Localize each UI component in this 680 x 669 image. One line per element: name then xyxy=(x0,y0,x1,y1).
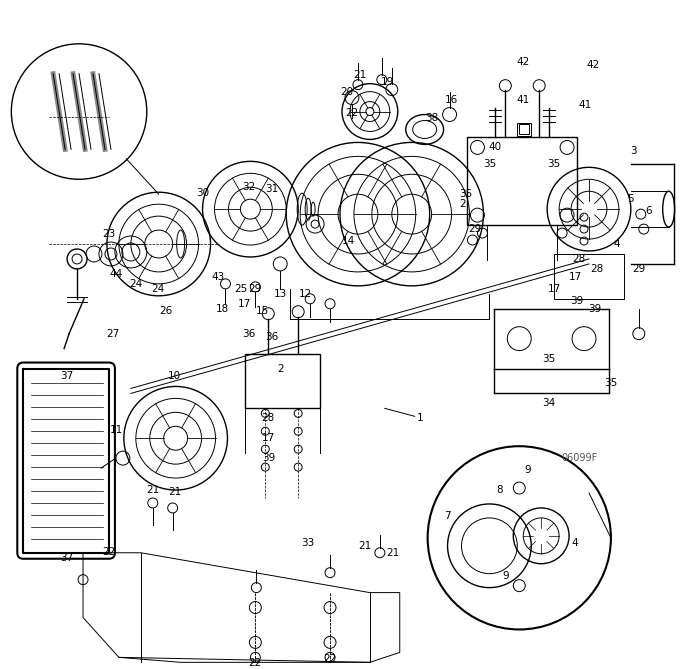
Text: 9: 9 xyxy=(524,465,530,475)
Bar xyxy=(554,254,624,299)
Bar xyxy=(520,124,529,134)
Text: 31: 31 xyxy=(266,184,279,194)
Text: 21: 21 xyxy=(354,70,367,80)
Text: 35: 35 xyxy=(543,353,556,363)
Text: 29: 29 xyxy=(632,264,645,274)
Text: 28: 28 xyxy=(573,254,585,264)
Text: 17: 17 xyxy=(262,434,275,444)
Text: 28: 28 xyxy=(262,413,275,423)
Text: 14: 14 xyxy=(341,236,354,246)
Text: 40: 40 xyxy=(489,142,502,153)
Text: 28: 28 xyxy=(590,264,604,274)
Text: 21: 21 xyxy=(386,548,399,558)
Text: 17: 17 xyxy=(568,272,581,282)
Bar xyxy=(245,354,320,408)
Text: 06099F: 06099F xyxy=(561,453,597,463)
Text: 35: 35 xyxy=(547,159,561,169)
Text: 22: 22 xyxy=(102,547,116,557)
Text: 33: 33 xyxy=(301,538,315,548)
Text: 44: 44 xyxy=(109,269,122,279)
Text: 4: 4 xyxy=(613,239,620,249)
Text: 26: 26 xyxy=(159,306,172,316)
Text: 21: 21 xyxy=(146,485,159,495)
Text: 39: 39 xyxy=(262,453,275,463)
Text: 36: 36 xyxy=(242,328,255,339)
Text: 23: 23 xyxy=(102,229,116,239)
Text: 17: 17 xyxy=(238,299,251,309)
Text: 24: 24 xyxy=(151,284,165,294)
Text: 6: 6 xyxy=(645,206,652,216)
Text: 38: 38 xyxy=(425,112,438,122)
Text: 9: 9 xyxy=(502,571,509,581)
Text: 13: 13 xyxy=(273,289,287,299)
Text: 3: 3 xyxy=(630,147,637,157)
Text: 37: 37 xyxy=(61,371,73,381)
Text: 30: 30 xyxy=(196,188,209,198)
Text: 42: 42 xyxy=(586,60,600,70)
Text: 37: 37 xyxy=(61,553,73,563)
Text: 27: 27 xyxy=(106,328,120,339)
Text: 21: 21 xyxy=(168,487,182,497)
Text: 35: 35 xyxy=(605,379,617,389)
Text: 29: 29 xyxy=(468,224,481,234)
Text: 41: 41 xyxy=(579,100,592,110)
Text: 15: 15 xyxy=(256,306,269,316)
Text: 12: 12 xyxy=(299,289,311,299)
Text: 29: 29 xyxy=(249,284,262,294)
Text: 17: 17 xyxy=(547,284,561,294)
Text: 22: 22 xyxy=(324,654,337,664)
Text: 22: 22 xyxy=(249,658,262,668)
Bar xyxy=(467,137,577,225)
Bar xyxy=(517,122,531,136)
Text: 2: 2 xyxy=(277,363,284,373)
Text: 16: 16 xyxy=(445,94,458,104)
Text: 7: 7 xyxy=(444,511,451,521)
Text: 19: 19 xyxy=(381,77,394,87)
Text: 39: 39 xyxy=(571,296,583,306)
Text: 39: 39 xyxy=(588,304,602,314)
Text: 25: 25 xyxy=(234,284,247,294)
Text: 18: 18 xyxy=(216,304,229,314)
Text: 21: 21 xyxy=(358,541,371,551)
Text: 4: 4 xyxy=(572,538,579,548)
Text: 42: 42 xyxy=(517,57,530,67)
Text: 36: 36 xyxy=(266,332,279,342)
Text: 43: 43 xyxy=(212,272,225,282)
Text: 32: 32 xyxy=(242,182,255,192)
Text: 24: 24 xyxy=(129,279,142,289)
Text: 34: 34 xyxy=(543,398,556,408)
Text: 35: 35 xyxy=(483,159,496,169)
Text: 22: 22 xyxy=(345,108,358,118)
Text: 5: 5 xyxy=(628,194,634,204)
Text: 2: 2 xyxy=(459,199,466,209)
Text: 41: 41 xyxy=(517,94,530,104)
Text: 11: 11 xyxy=(110,425,124,436)
Text: 10: 10 xyxy=(168,371,182,381)
Text: 20: 20 xyxy=(341,86,354,96)
Text: 8: 8 xyxy=(496,485,503,495)
Text: 35: 35 xyxy=(459,189,472,199)
Text: 1: 1 xyxy=(416,413,423,423)
